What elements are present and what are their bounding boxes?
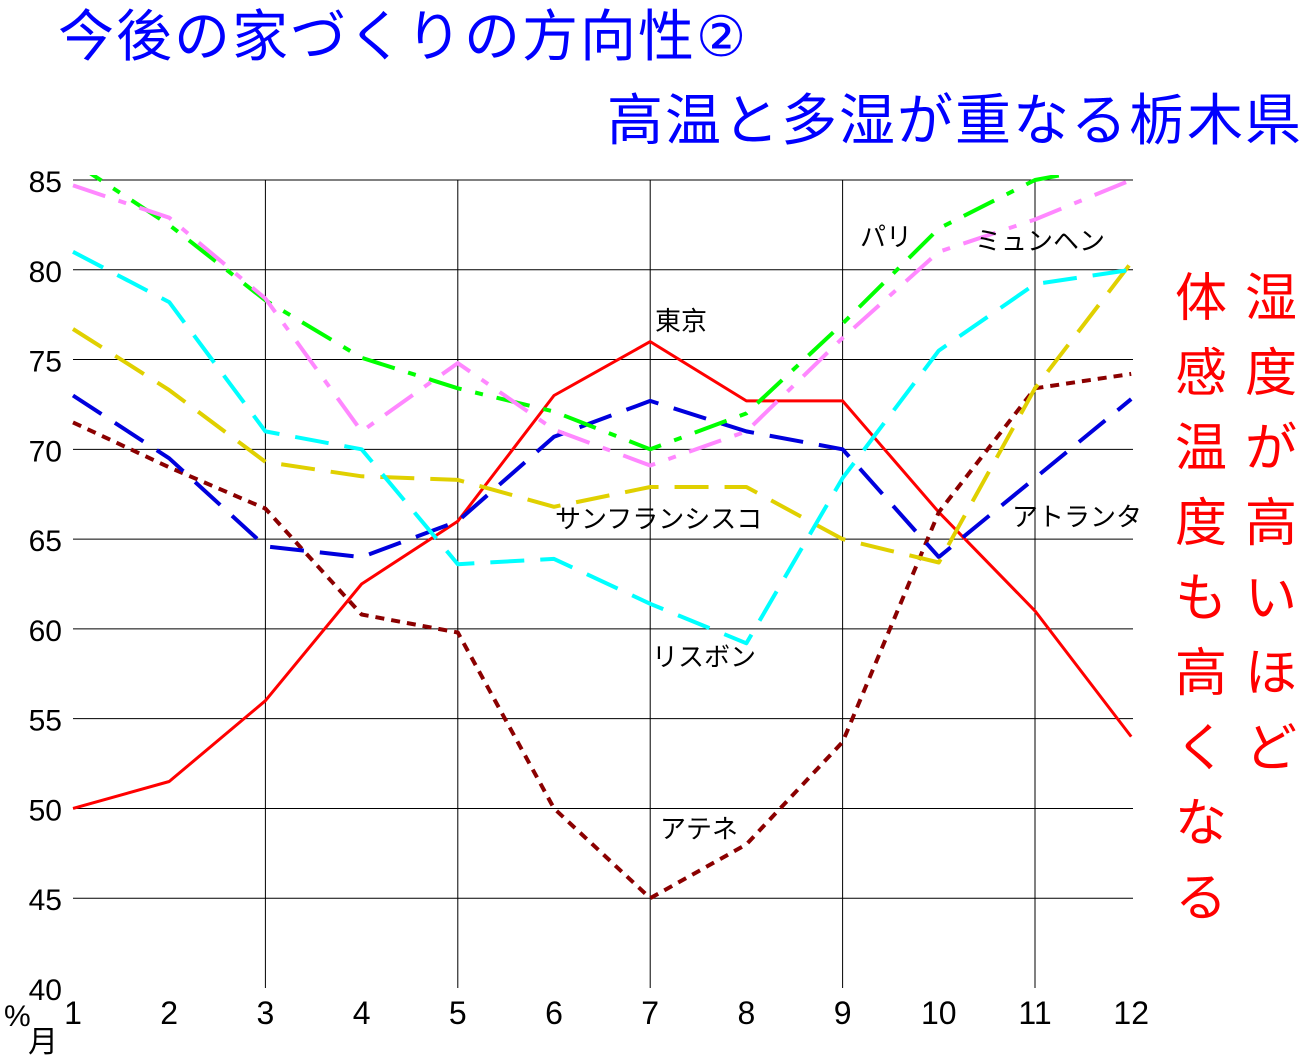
y-tick-label: 55: [29, 705, 62, 738]
series-line-6: [72, 178, 1132, 468]
x-tick-label: 7: [641, 995, 659, 1031]
series-label: アトランタ: [1012, 503, 1142, 533]
y-tick-label: 50: [29, 794, 62, 827]
x-tick-label: 3: [257, 995, 275, 1031]
series-label: パリ: [860, 223, 912, 253]
y-tick-label: 70: [29, 435, 62, 468]
series-label: 東京: [655, 307, 707, 337]
series-line-4: [72, 250, 1132, 646]
series-line-2: [71, 393, 1133, 560]
series-label: アテネ: [660, 815, 738, 845]
y-axis-unit: %: [4, 1000, 31, 1033]
x-tick-label: 4: [353, 995, 371, 1031]
x-tick-label: 12: [1113, 995, 1149, 1031]
series-line-5: [89, 175, 1073, 452]
y-tick-label: 60: [29, 615, 62, 648]
x-tick-label: 2: [160, 995, 178, 1031]
x-tick-label: 8: [738, 995, 756, 1031]
x-tick-label: 11: [1018, 995, 1051, 1031]
x-tick-label: 10: [921, 995, 957, 1031]
y-tick-label: 65: [29, 525, 62, 558]
series-line-1: [72, 371, 1132, 901]
x-tick-label: 6: [545, 995, 563, 1031]
series-lines: [71, 175, 1133, 901]
series-label: リスボン: [652, 643, 756, 673]
series-label: ミュンヘン: [975, 227, 1105, 257]
x-tick-label: 1: [64, 995, 82, 1031]
x-axis-unit: 月: [28, 1026, 58, 1059]
y-tick-label: 40: [29, 974, 62, 1007]
chart-title-line1: 今後の家づくりの方向性②: [58, 5, 749, 70]
y-tick-labels: 40 45 50 55 60 65 70 75 80 85: [29, 166, 62, 1007]
y-tick-label: 80: [29, 256, 62, 289]
side-text-column-1: 湿度が高いほど: [1244, 269, 1297, 779]
side-text-column-2: 体感温度も高くなる: [1174, 269, 1227, 929]
x-tick-label: 5: [449, 995, 467, 1031]
x-tick-label: 9: [834, 995, 852, 1031]
series-line-0: [72, 340, 1133, 810]
y-tick-label: 75: [29, 346, 62, 379]
y-tick-label: 85: [29, 166, 62, 199]
x-tick-labels: 1 2 3 4 5 6 7 8 9 10 11 12: [64, 995, 1149, 1031]
series-line-3: [71, 261, 1133, 565]
y-tick-label: 45: [29, 884, 62, 917]
series-label: サンフランシスコ: [555, 505, 762, 535]
grid-lines: [73, 179, 1133, 988]
chart-title-line2: 高温と多湿が重なる栃木県: [607, 89, 1303, 154]
